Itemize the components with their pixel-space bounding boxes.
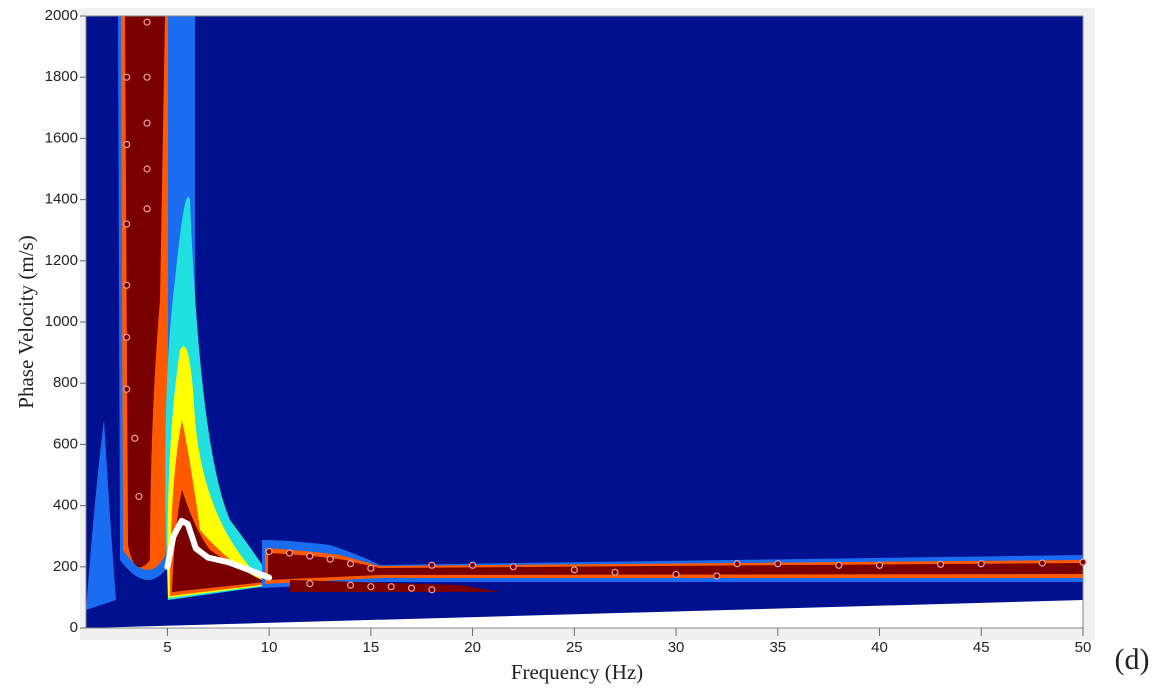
band — [268, 553, 1083, 580]
x-tick-label: 5 — [163, 639, 171, 656]
y-tick-label: 600 — [53, 435, 78, 452]
picked-point — [428, 586, 436, 594]
band — [86, 420, 116, 610]
picked-point — [570, 566, 578, 574]
picked-point — [143, 18, 151, 26]
x-tick-label: 35 — [769, 639, 786, 656]
x-tick-label: 10 — [261, 639, 278, 656]
x-tick-label: 20 — [464, 639, 481, 656]
y-tick-label: 800 — [53, 374, 78, 391]
y-tick-label: 1000 — [45, 313, 78, 330]
y-tick-label: 1600 — [45, 129, 78, 146]
y-axis-label: Phase Velocity (m/s) — [14, 235, 38, 408]
picked-point — [143, 73, 151, 81]
picked-point — [143, 205, 151, 213]
no-data-wedge — [86, 600, 1083, 628]
picked-point — [326, 555, 334, 563]
picked-point — [672, 570, 680, 579]
background — [86, 16, 1083, 628]
picked-point — [265, 547, 273, 556]
y-tick-label: 1800 — [45, 68, 78, 85]
picked-point — [135, 492, 143, 501]
picked-point — [1079, 558, 1087, 566]
y-tick-label: 200 — [53, 558, 78, 575]
band — [290, 580, 500, 592]
picked-point — [713, 572, 721, 580]
x-tick-label: 15 — [363, 639, 380, 656]
picked-point — [977, 560, 985, 568]
picked-point — [509, 563, 517, 571]
picked-point — [143, 119, 151, 127]
picked-point — [407, 584, 416, 592]
y-tick-label: 400 — [53, 497, 78, 514]
picked-point — [387, 583, 395, 591]
band — [172, 490, 266, 592]
picked-point — [306, 580, 314, 588]
picked-point — [835, 561, 843, 569]
picked-point — [774, 560, 782, 568]
picked-point — [428, 561, 436, 569]
picked-point — [1038, 559, 1046, 567]
picked-point — [346, 581, 355, 589]
picked-point — [123, 220, 131, 228]
picked-point — [143, 165, 151, 173]
x-tick-label: 40 — [871, 639, 888, 656]
y-tick-label: 0 — [70, 619, 78, 636]
y-tick-label: 1200 — [45, 252, 78, 269]
x-tick-label: 45 — [973, 639, 990, 656]
picked-point — [733, 560, 741, 568]
picked-point — [936, 560, 945, 568]
picked-point — [123, 73, 131, 81]
x-tick-label: 30 — [668, 639, 685, 656]
picked-point — [285, 549, 294, 557]
x-tick-label: 50 — [1075, 639, 1092, 656]
picked-point — [346, 560, 355, 568]
panel-label: (d) — [1115, 643, 1150, 676]
y-tick-label: 1400 — [45, 191, 78, 208]
dispersion-image — [86, 16, 1083, 628]
picked-point — [367, 564, 375, 572]
dispersion-curve — [164, 517, 273, 581]
x-axis-label: Frequency (Hz) — [511, 660, 643, 684]
picked-point — [123, 281, 131, 289]
band — [125, 16, 165, 568]
picked-point — [468, 561, 477, 569]
x-tick-label: 25 — [566, 639, 583, 656]
picked-point — [123, 385, 131, 393]
picked-point — [123, 333, 131, 341]
picked-point — [123, 140, 131, 149]
picked-point — [367, 583, 375, 591]
y-tick-label: 2000 — [45, 7, 78, 24]
picked-point — [131, 434, 139, 442]
picked-point — [611, 568, 619, 576]
picked-point — [306, 552, 314, 560]
picked-point — [875, 561, 884, 569]
